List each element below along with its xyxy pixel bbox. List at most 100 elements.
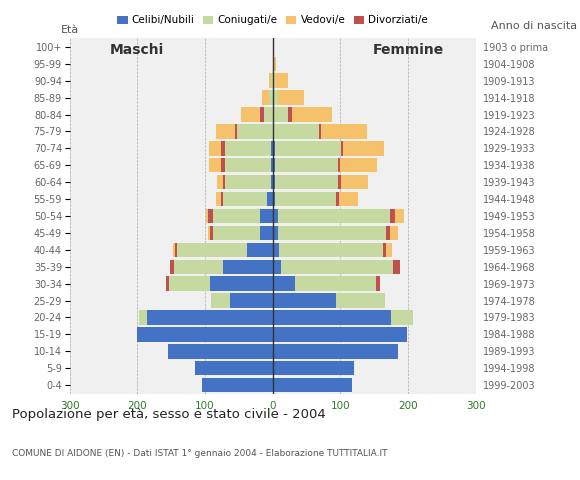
Bar — [338, 158, 340, 172]
Bar — [273, 293, 335, 308]
Bar — [335, 192, 339, 206]
Bar — [273, 327, 407, 342]
Bar — [273, 90, 278, 105]
Bar — [202, 378, 273, 392]
Bar — [273, 175, 275, 190]
Bar — [273, 260, 281, 274]
Bar — [260, 209, 273, 223]
Bar — [273, 378, 353, 392]
Bar — [139, 310, 147, 324]
Bar — [206, 209, 208, 223]
Bar — [275, 175, 338, 190]
Bar — [386, 226, 390, 240]
Bar — [213, 209, 260, 223]
Bar — [393, 260, 400, 274]
Text: Età: Età — [60, 25, 79, 35]
Bar — [273, 73, 275, 88]
Bar — [318, 124, 321, 139]
Bar — [224, 175, 271, 190]
Bar — [390, 226, 398, 240]
Bar — [273, 108, 288, 122]
Bar — [209, 158, 221, 172]
Text: COMUNE DI AIDONE (EN) - Dati ISTAT 1° gennaio 2004 - Elaborazione TUTTITALIA.IT: COMUNE DI AIDONE (EN) - Dati ISTAT 1° ge… — [12, 449, 387, 458]
Bar — [171, 260, 174, 274]
Bar — [166, 276, 169, 291]
Bar — [275, 73, 288, 88]
Bar — [260, 108, 264, 122]
Bar — [391, 310, 414, 324]
Bar — [273, 226, 278, 240]
Text: Anno di nascita: Anno di nascita — [491, 21, 577, 31]
Bar — [275, 192, 335, 206]
Bar — [278, 90, 304, 105]
Bar — [383, 243, 386, 257]
Bar — [216, 192, 221, 206]
Bar — [390, 209, 395, 223]
Bar — [235, 124, 237, 139]
Bar — [341, 141, 343, 156]
Bar — [271, 73, 273, 88]
Bar — [273, 124, 318, 139]
Bar — [208, 226, 210, 240]
Bar — [271, 141, 273, 156]
Bar — [273, 243, 280, 257]
Bar — [288, 108, 292, 122]
Bar — [174, 260, 223, 274]
Bar — [260, 226, 273, 240]
Bar — [273, 209, 278, 223]
Bar — [267, 192, 273, 206]
Bar — [208, 209, 213, 223]
Bar — [340, 158, 377, 172]
Bar — [213, 226, 260, 240]
Bar — [241, 108, 260, 122]
Bar — [247, 243, 273, 257]
Bar — [273, 192, 275, 206]
Bar — [292, 108, 332, 122]
Bar — [273, 361, 354, 375]
Bar — [147, 310, 273, 324]
Bar — [173, 243, 175, 257]
Bar — [321, 124, 367, 139]
Bar — [237, 124, 273, 139]
Bar — [216, 124, 235, 139]
Bar — [211, 293, 230, 308]
Bar — [338, 175, 341, 190]
Text: Maschi: Maschi — [110, 43, 164, 57]
Bar — [169, 276, 210, 291]
Text: Femmine: Femmine — [372, 43, 444, 57]
Bar — [224, 141, 271, 156]
Bar — [271, 175, 273, 190]
Bar — [264, 108, 273, 122]
Bar — [280, 243, 383, 257]
Bar — [223, 175, 224, 190]
Bar — [224, 158, 271, 172]
Bar — [210, 226, 213, 240]
Bar — [343, 141, 383, 156]
Bar — [230, 293, 273, 308]
Bar — [223, 260, 273, 274]
Bar — [395, 209, 404, 223]
Bar — [273, 57, 276, 71]
Bar — [273, 141, 275, 156]
Bar — [281, 260, 393, 274]
Bar — [177, 243, 247, 257]
Bar — [271, 158, 273, 172]
Bar — [341, 175, 368, 190]
Bar — [263, 90, 269, 105]
Bar — [195, 361, 273, 375]
Bar — [221, 158, 224, 172]
Legend: Celibi/Nubili, Coniugati/e, Vedovi/e, Divorziati/e: Celibi/Nubili, Coniugati/e, Vedovi/e, Di… — [113, 12, 432, 30]
Bar — [221, 141, 224, 156]
Bar — [275, 141, 341, 156]
Bar — [137, 327, 273, 342]
Text: Popolazione per età, sesso e stato civile - 2004: Popolazione per età, sesso e stato civil… — [12, 408, 325, 420]
Bar — [339, 192, 358, 206]
Bar — [278, 226, 386, 240]
Bar — [386, 243, 392, 257]
Bar — [273, 158, 275, 172]
Bar — [273, 276, 295, 291]
Bar — [273, 310, 391, 324]
Bar — [376, 276, 379, 291]
Bar — [210, 276, 273, 291]
Bar — [295, 276, 376, 291]
